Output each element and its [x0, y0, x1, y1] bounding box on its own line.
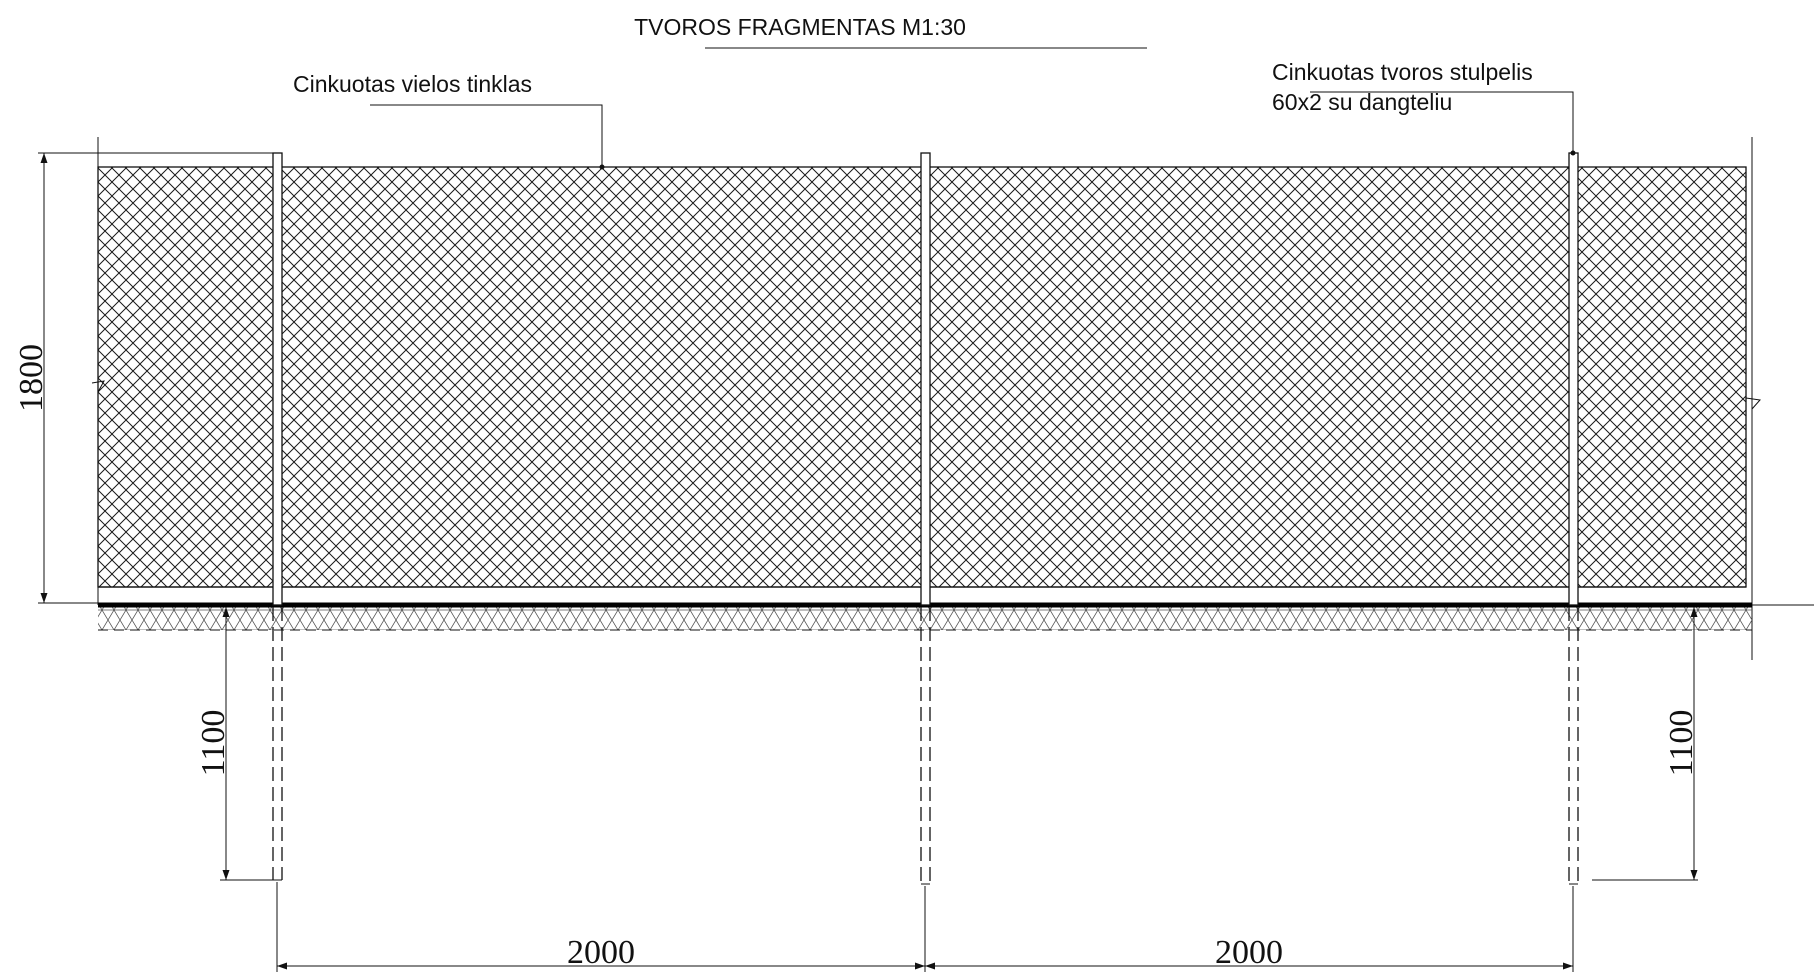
span-right-dimension-value: 2000: [1215, 934, 1283, 971]
buried-post-left: [272, 607, 283, 881]
mesh-leader-dot: [599, 164, 605, 170]
left-break-mark: [91, 380, 105, 393]
drawing-title: TVOROS FRAGMENTAS M1:30: [634, 14, 966, 40]
post-callout-label-line2: 60x2 su dangteliu: [1272, 89, 1452, 115]
height-dimension-value: 1800: [13, 344, 50, 412]
fence-post-right: [1568, 152, 1579, 606]
buried-post-middle: [920, 607, 931, 885]
mesh-callout-label: Cinkuotas vielos tinklas: [293, 71, 532, 97]
soil-hatch: [98, 607, 1752, 630]
mesh-leader-line: [370, 104, 603, 167]
depth-right-dimension-value: 1100: [1663, 710, 1700, 777]
fence-post-middle: [920, 152, 931, 606]
post-leader-line: [1310, 91, 1574, 153]
depth-left-dimension-value: 1100: [195, 710, 232, 777]
span-left-dimension-value: 2000: [567, 934, 635, 971]
fence-post-left: [272, 152, 283, 606]
buried-post-right: [1568, 607, 1579, 885]
post-callout-label-line1: Cinkuotas tvoros stulpelis: [1272, 59, 1533, 85]
post-leader-dot: [1570, 150, 1576, 156]
right-break-mark: [1745, 397, 1761, 410]
